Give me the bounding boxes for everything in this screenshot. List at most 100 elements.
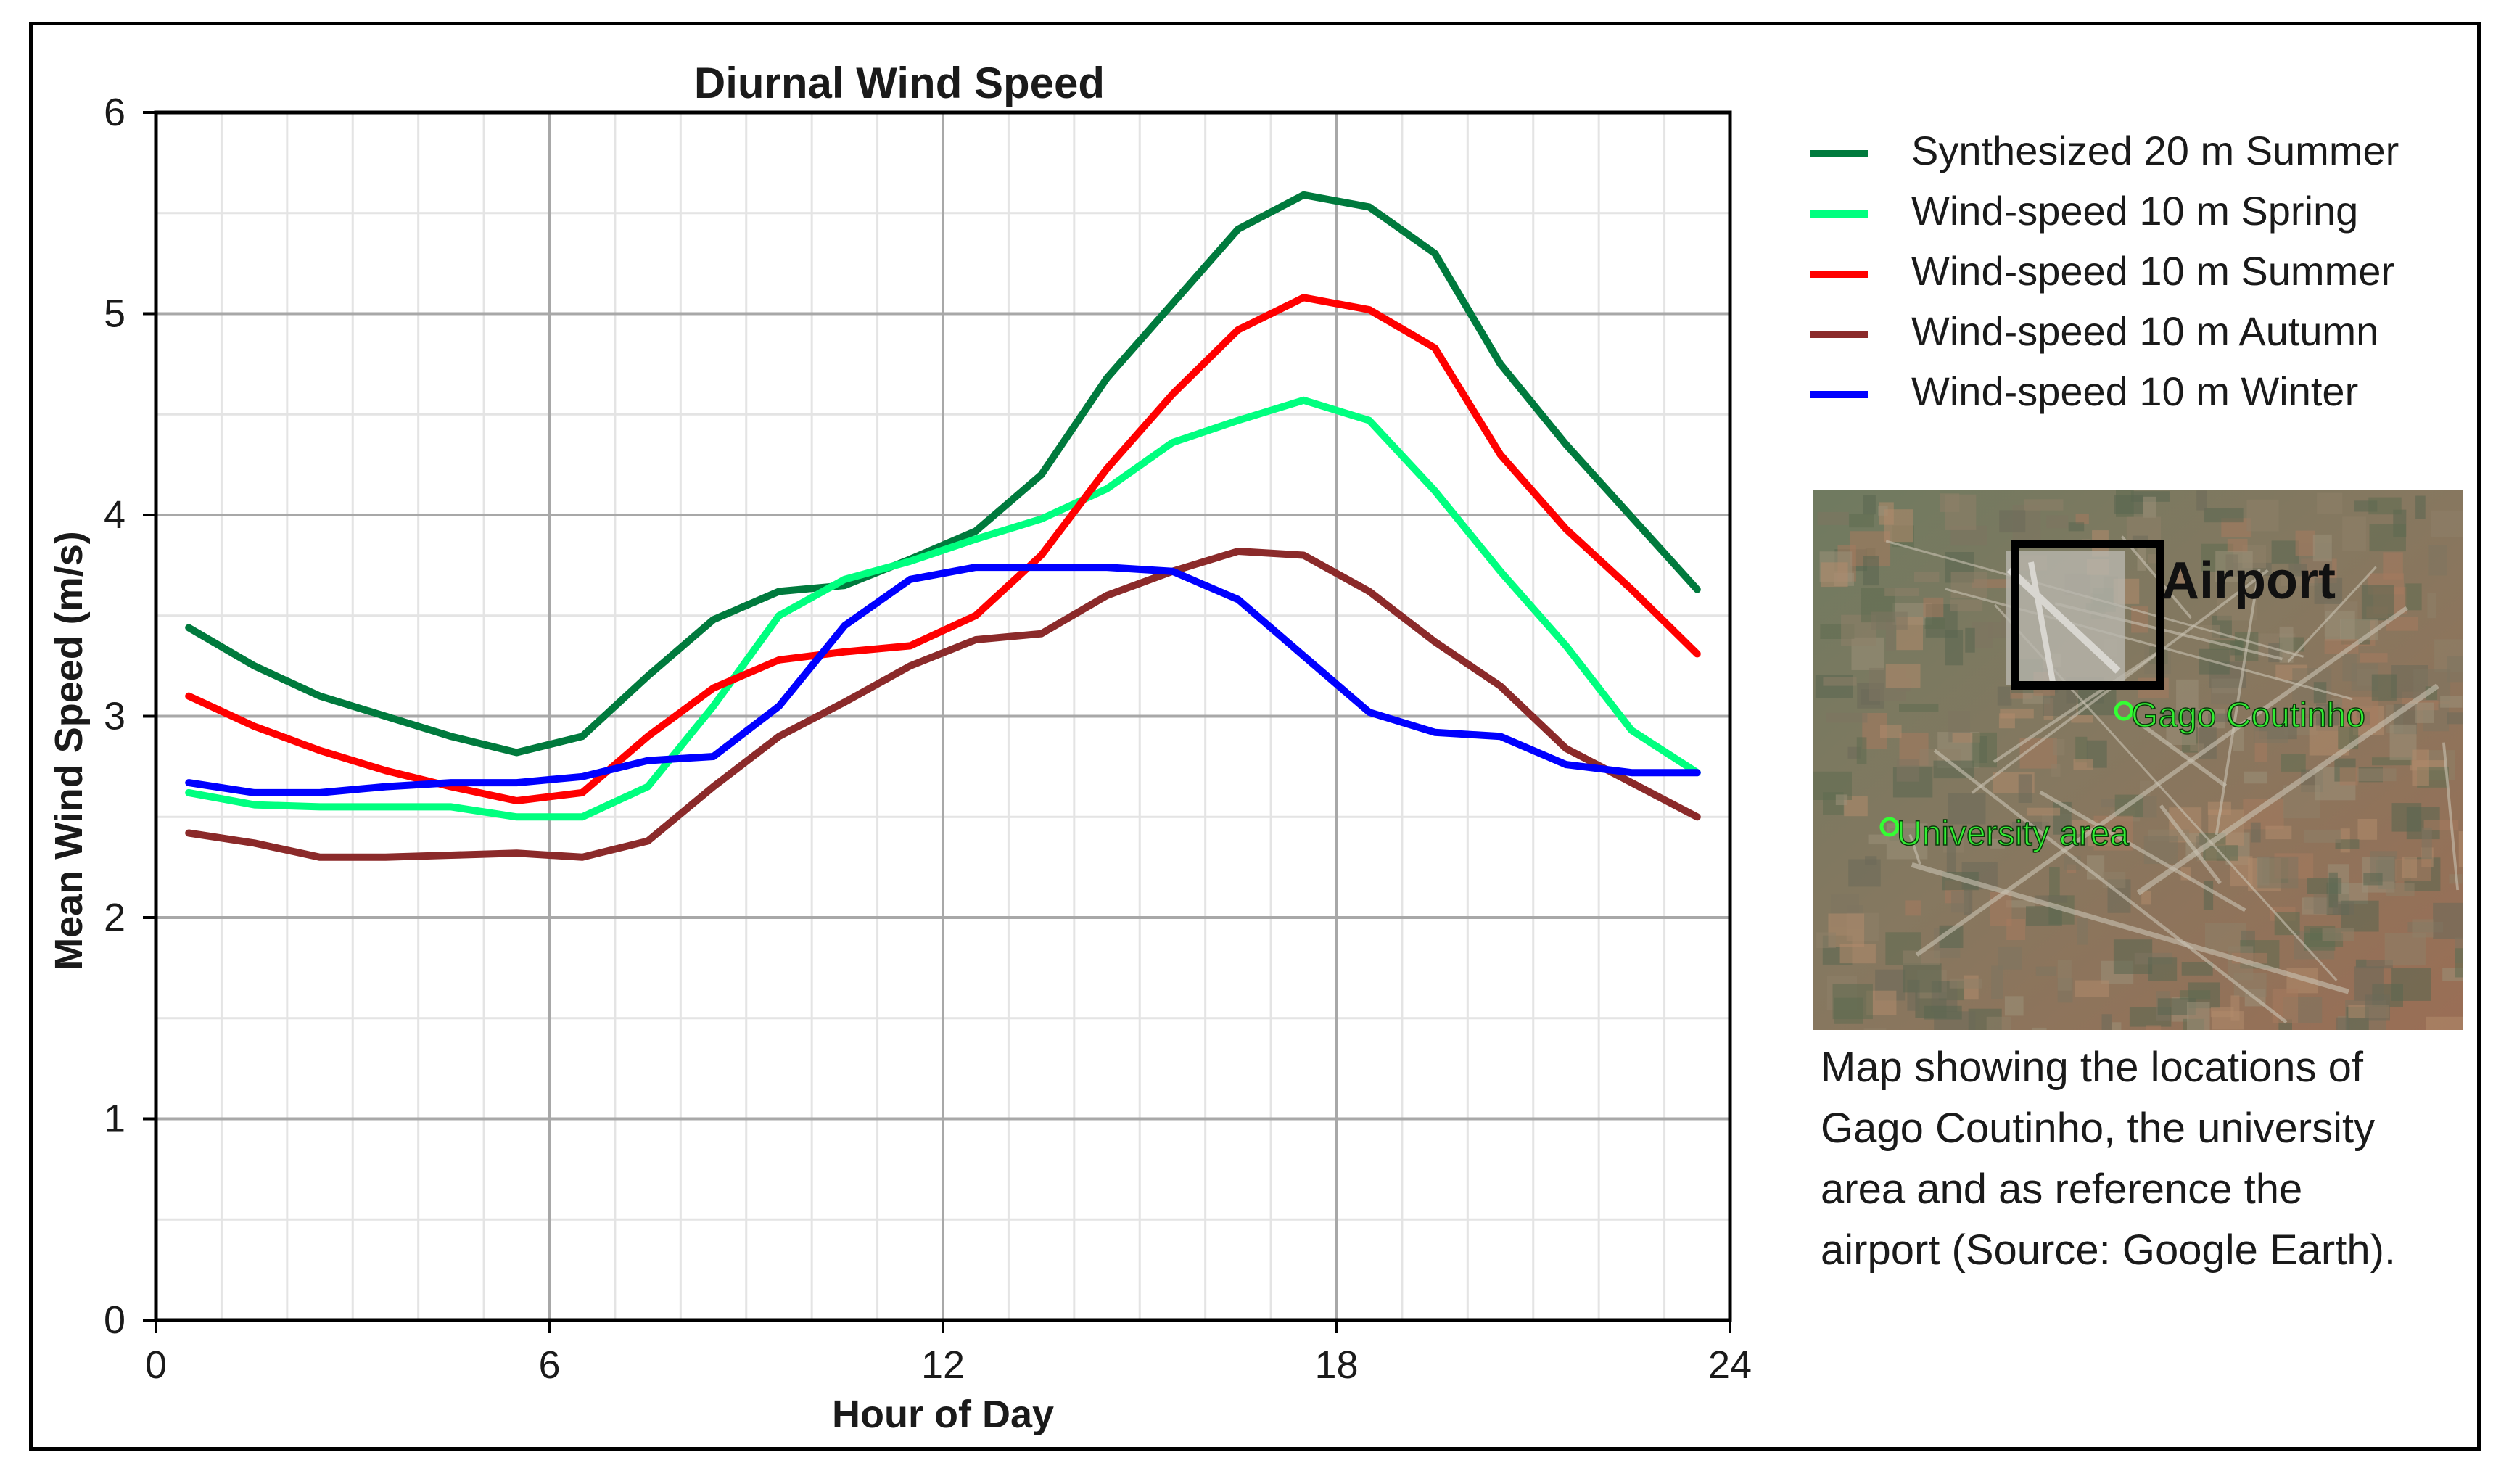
- map-block: [2426, 1016, 2463, 1030]
- map-block: [2386, 883, 2415, 896]
- map-block: [2187, 1002, 2210, 1030]
- map-block: [1948, 793, 1986, 825]
- map-block: [1951, 891, 1969, 913]
- university-label: University area: [1897, 815, 2129, 853]
- chart-title: Diurnal Wind Speed: [694, 59, 1105, 107]
- legend-item: Wind-speed 10 m Winter: [1803, 368, 2509, 419]
- map-block: [2288, 564, 2307, 577]
- map-block: [2071, 714, 2093, 723]
- map-block: [2421, 827, 2432, 860]
- map-block: [2157, 998, 2196, 1015]
- y-tick-label: 1: [104, 1097, 125, 1141]
- map-road: [2442, 742, 2460, 891]
- map-block: [2365, 994, 2390, 1021]
- airport-label: Airport: [2162, 552, 2336, 610]
- legend-label: Wind-speed 10 m Autumn: [1911, 308, 2379, 354]
- map-block: [2049, 867, 2060, 896]
- x-tick-label: 12: [921, 1343, 965, 1387]
- map-block: [2101, 1014, 2112, 1030]
- map-road: [1908, 833, 1921, 865]
- series-line-5: [185, 564, 1701, 796]
- legend-swatch: [1810, 331, 1868, 338]
- map-block: [2181, 962, 2213, 976]
- map-road: [2215, 569, 2261, 836]
- map-caption: Map showing the locations of Gago Coutin…: [1821, 1037, 2473, 1281]
- map-block: [1945, 494, 1977, 530]
- map-image: Airport Gago Coutinho University area: [1813, 490, 2463, 1030]
- map-block: [2246, 499, 2279, 532]
- map-block: [2304, 896, 2314, 910]
- y-tick-label: 0: [104, 1298, 125, 1342]
- legend-label: Wind-speed 10 m Winter: [1911, 368, 2359, 414]
- legend-label: Synthesized 20 m Summer: [1911, 128, 2399, 173]
- gago-coutinho-label: Gago Coutinho: [2131, 696, 2365, 735]
- map-block: [2026, 906, 2062, 926]
- map-block: [1924, 618, 1945, 629]
- map-block: [2143, 496, 2156, 518]
- map-block: [1950, 572, 1987, 598]
- map-block: [2368, 497, 2402, 515]
- caption-line-3: area and as reference the: [1821, 1166, 2303, 1213]
- map-block: [2384, 933, 2426, 966]
- y-tick-label: 2: [104, 896, 125, 939]
- map-block: [2034, 895, 2068, 903]
- series-layer: [185, 191, 1701, 861]
- map-block: [1924, 1005, 1962, 1020]
- map-block: [2077, 918, 2088, 945]
- map-block: [2207, 713, 2233, 722]
- map-block: [1835, 794, 1848, 805]
- map-block: [2313, 682, 2327, 704]
- map-block: [1886, 823, 1928, 860]
- map-block: [2075, 736, 2088, 763]
- legend-item: Wind-speed 10 m Autumn: [1803, 308, 2509, 358]
- map-texture: [1813, 490, 2463, 1030]
- map-block: [2191, 624, 2220, 639]
- map-block: [2281, 573, 2318, 586]
- map-block: [2190, 743, 2204, 752]
- map-block: [2272, 988, 2299, 1023]
- map-block: [2075, 980, 2109, 997]
- map-block: [2176, 566, 2187, 588]
- map-block: [2447, 712, 2463, 725]
- map-block: [2011, 821, 2049, 832]
- map-block: [2018, 774, 2032, 803]
- map-block: [2073, 759, 2093, 770]
- map-block: [1896, 759, 1920, 782]
- gago-coutinho-marker: [2114, 701, 2134, 721]
- map-block: [2427, 593, 2436, 619]
- map-block: [2342, 648, 2357, 682]
- y-axis-label: Mean Wind Speed (m/s): [47, 531, 91, 970]
- map-block: [2281, 754, 2306, 772]
- series-line-2: [185, 396, 1701, 821]
- map-block: [2148, 957, 2178, 981]
- map-road: [2039, 790, 2246, 912]
- map-road: [1993, 651, 2159, 764]
- map-block: [2146, 1025, 2162, 1030]
- map-block: [2371, 674, 2397, 701]
- map-block: [2336, 1017, 2350, 1030]
- map-road: [1911, 862, 2349, 994]
- map-road: [1915, 606, 2408, 957]
- map-block: [2335, 839, 2360, 849]
- map-block: [2295, 530, 2315, 556]
- map-block: [1923, 597, 1944, 617]
- map-block: [2433, 902, 2463, 939]
- university-marker: [1879, 817, 1900, 837]
- map-block: [2455, 948, 2463, 978]
- map-block: [2322, 928, 2354, 941]
- map-block: [2386, 617, 2418, 631]
- map-block: [2447, 656, 2463, 683]
- map-block: [2143, 836, 2178, 865]
- legend-swatch: [1810, 271, 1868, 278]
- map-block: [1823, 677, 1857, 686]
- map-block: [2389, 724, 2417, 760]
- map-block: [2431, 510, 2463, 537]
- caption-line-2: Gago Coutinho, the university: [1821, 1105, 2376, 1152]
- y-tick-label: 3: [104, 695, 125, 738]
- map-block: [1817, 511, 1849, 525]
- legend-label: Wind-speed 10 m Summer: [1911, 248, 2395, 294]
- runway-1: [2006, 566, 2121, 674]
- map-block: [1885, 664, 1921, 688]
- map-block: [1856, 737, 1867, 764]
- map-road: [2138, 721, 2228, 788]
